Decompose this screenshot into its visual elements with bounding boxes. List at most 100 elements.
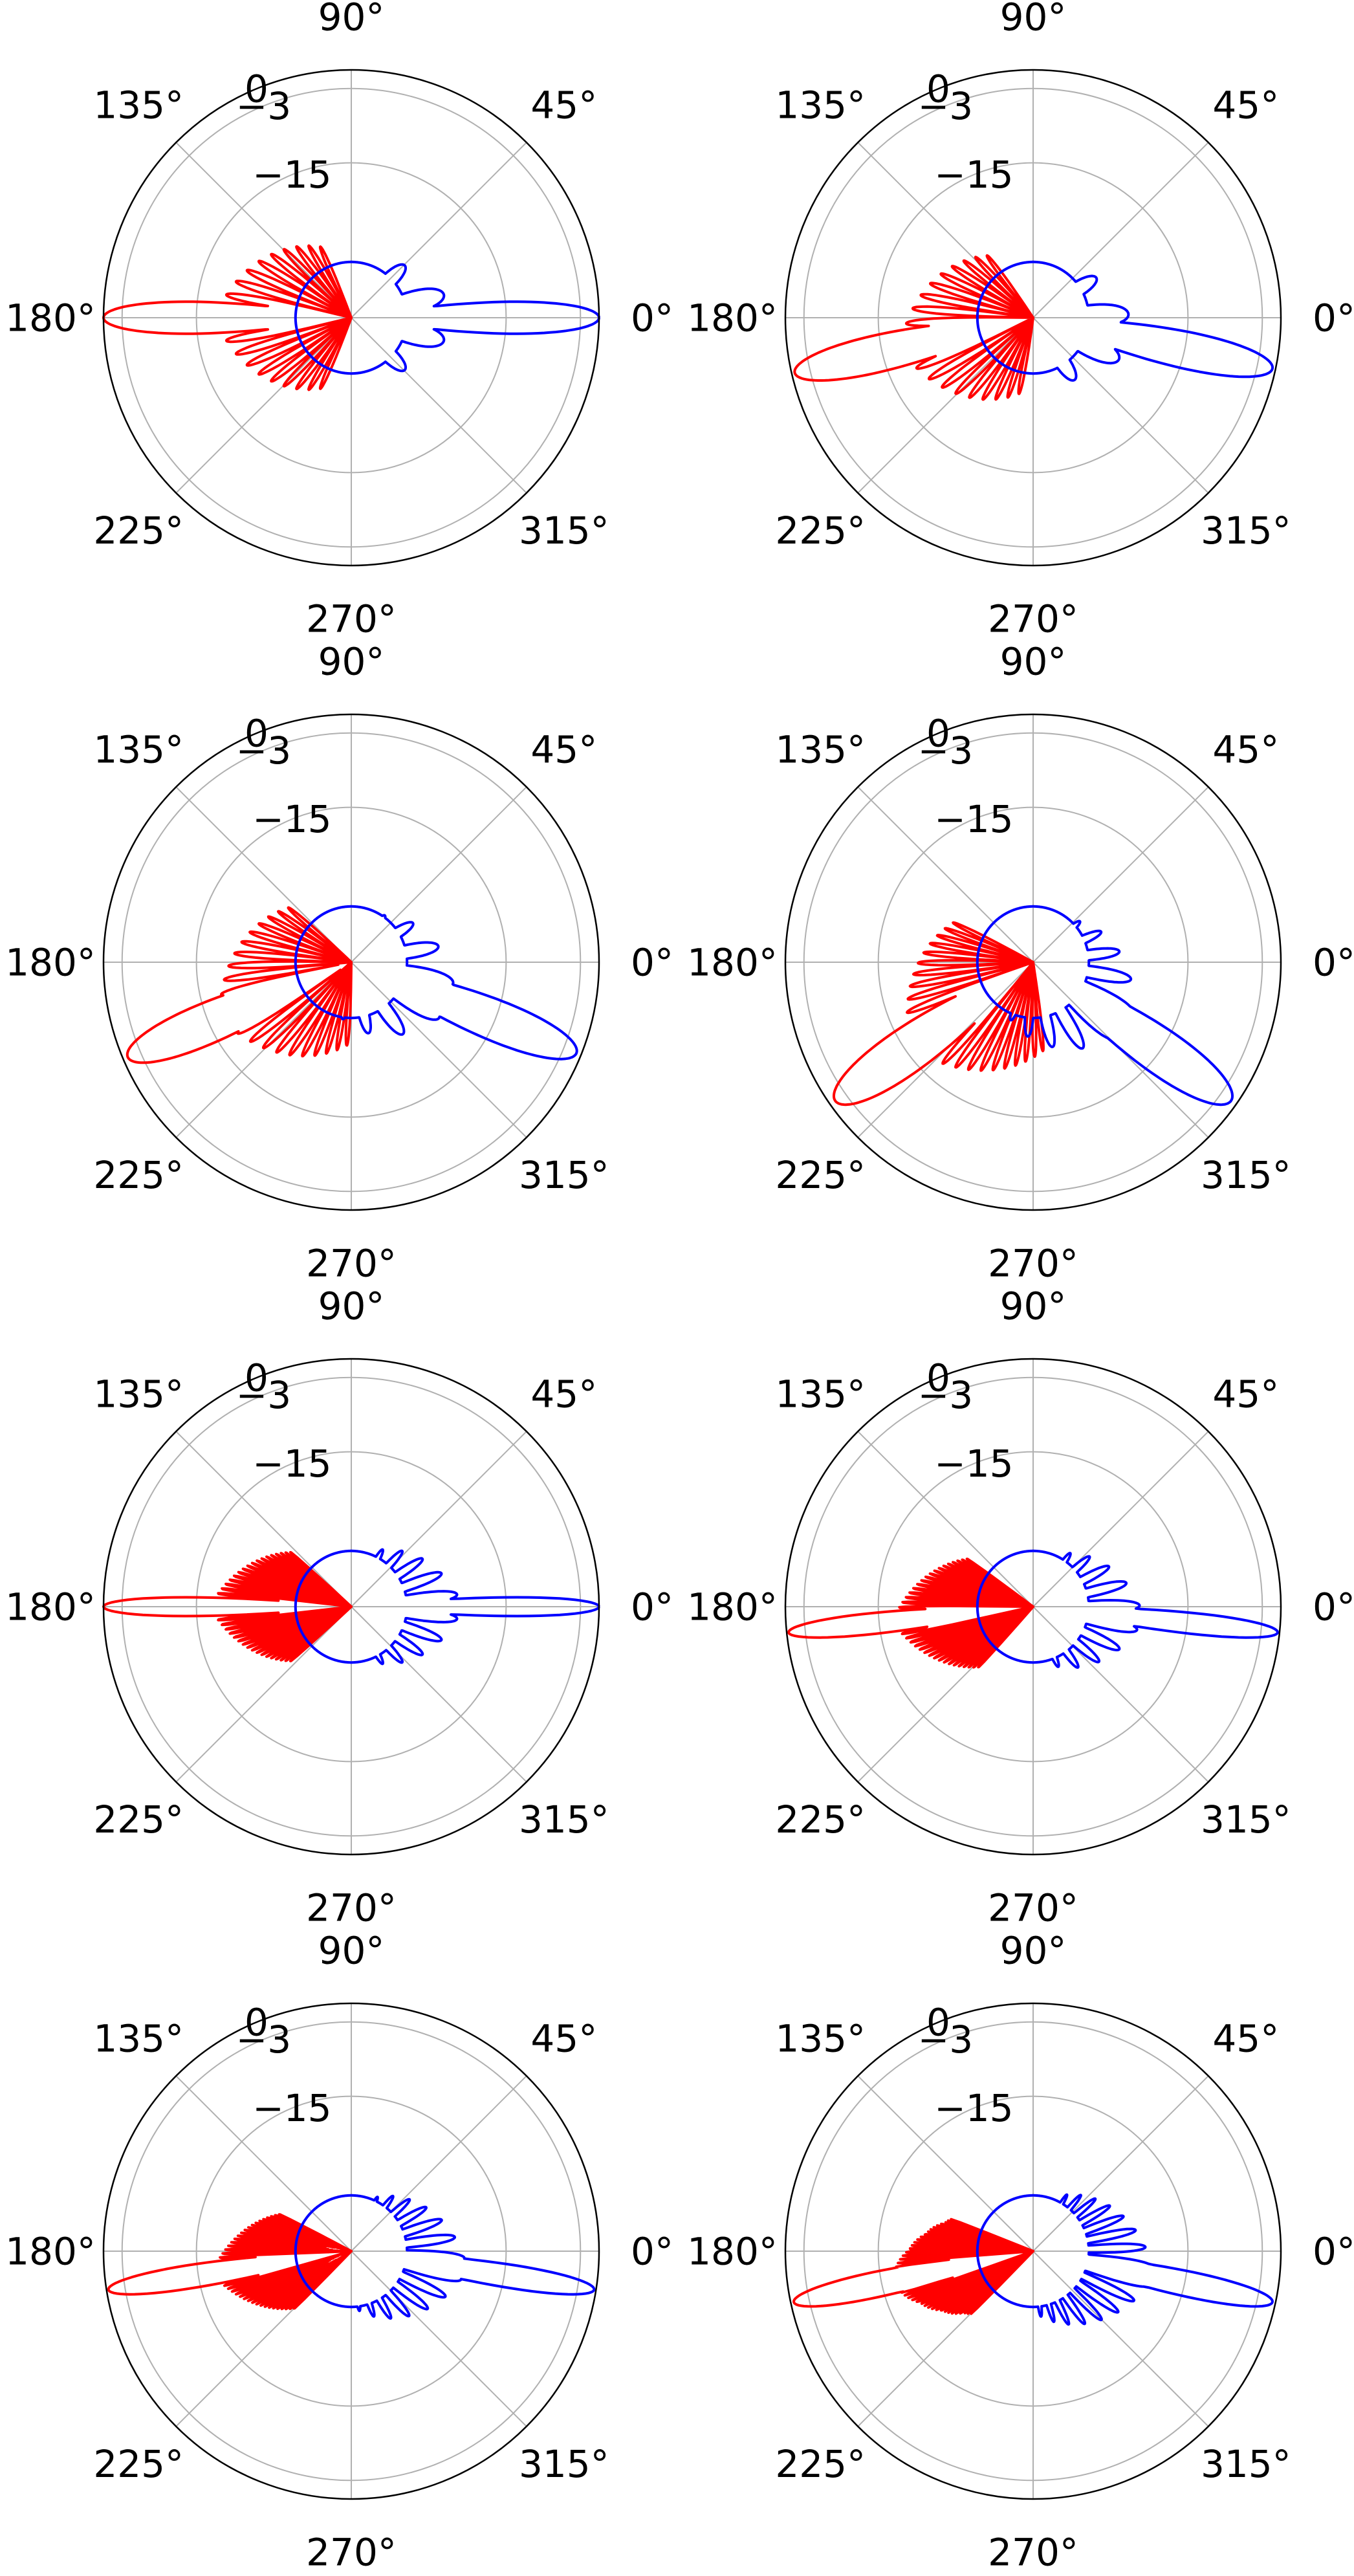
angular-tick-label: 45°: [1212, 727, 1279, 771]
pattern-series-1: [126, 906, 353, 1064]
radial-tick-label: −15: [252, 1442, 331, 1486]
angular-tick-label: 225°: [775, 2442, 866, 2486]
radial-tick-label: −15: [252, 2086, 331, 2130]
angular-tick-label: 270°: [988, 1241, 1078, 1285]
angular-tick-label: 270°: [988, 1886, 1078, 1930]
angular-tick-label: 225°: [775, 509, 866, 553]
angular-tick-label: 0°: [631, 296, 673, 340]
polar-panel-5: 0° 45° 90° 135° 180° 225° 270° 315° 0−3 −15: [5, 1284, 673, 1930]
pattern-series-2: [976, 2193, 1274, 2326]
angular-tick-label: 0°: [631, 2229, 673, 2273]
angular-tick-label: 315°: [1201, 2442, 1291, 2486]
radial-gridline: [121, 2021, 582, 2482]
polar-panel-3: 0° 45° 90° 135° 180° 225° 270° 315° 0−3 −15: [5, 639, 673, 1285]
angular-tick-label: 225°: [93, 1153, 184, 1197]
radial-gridline: [195, 2095, 507, 2407]
angular-tick-label: 45°: [530, 727, 597, 771]
radial-tick-label: −15: [934, 2086, 1013, 2130]
radial-gridline: [195, 806, 507, 1118]
radial-gridline: [877, 1451, 1189, 1763]
angular-tick-label: 270°: [306, 2530, 397, 2574]
angular-gridline: [351, 317, 527, 494]
angular-gridline: [175, 2075, 352, 2252]
radial-tick-label: −3: [236, 1373, 292, 1417]
polar-panel-8: 0° 45° 90° 135° 180° 225° 270° 315° 0−3 −15: [687, 1928, 1354, 2574]
polar-frame: [102, 69, 600, 567]
radial-gridline: [877, 2095, 1189, 2407]
angular-tick-label: 45°: [530, 1372, 597, 1416]
pattern-series-1: [787, 1558, 1034, 1669]
angular-gridline: [351, 1606, 527, 1783]
angular-gridline: [1032, 2075, 1209, 2252]
angular-gridline: [175, 1431, 352, 1607]
radial-tick-label: 0: [926, 2000, 950, 2044]
angular-tick-label: 90°: [1000, 1284, 1067, 1328]
angular-tick-label: 225°: [93, 1798, 184, 1842]
angular-tick-label: 135°: [775, 83, 866, 127]
radial-tick-label: −15: [252, 797, 331, 841]
angular-tick-label: 225°: [775, 1798, 866, 1842]
angular-tick-label: 135°: [93, 1372, 184, 1416]
radial-tick-label: −15: [934, 153, 1013, 197]
radial-gridline: [803, 1376, 1263, 1837]
pattern-series-1: [833, 921, 1045, 1106]
radial-gridline: [803, 732, 1263, 1193]
pattern-series-2: [294, 2194, 596, 2320]
angular-tick-label: 0°: [631, 1585, 673, 1629]
radial-tick-label: −15: [934, 1442, 1013, 1486]
radial-tick-label: 0: [926, 67, 950, 111]
polar-frame: [102, 713, 600, 1211]
radial-tick-label: −15: [252, 153, 331, 197]
radial-gridline: [121, 1376, 582, 1837]
angular-gridline: [175, 317, 352, 494]
angular-tick-label: 270°: [988, 2530, 1078, 2574]
angular-gridline: [351, 2075, 527, 2252]
pattern-series-2: [976, 1549, 1279, 1669]
angular-tick-label: 180°: [687, 940, 778, 984]
pattern-series-2: [294, 1548, 600, 1666]
pattern-series-1: [107, 2213, 353, 2311]
angular-gridline: [175, 142, 352, 318]
angular-tick-label: 0°: [1313, 296, 1354, 340]
angular-tick-label: 90°: [318, 1928, 385, 1972]
polar-frame: [102, 2002, 600, 2500]
radial-gridline: [121, 732, 582, 1193]
radial-gridline: [803, 87, 1263, 548]
polar-panel-6: 0° 45° 90° 135° 180° 225° 270° 315° 0−3 −15: [687, 1284, 1354, 1930]
angular-tick-label: 315°: [1201, 1798, 1291, 1842]
angular-gridline: [351, 2251, 527, 2427]
angular-tick-label: 0°: [1313, 940, 1354, 984]
radial-gridline: [803, 2021, 1263, 2482]
angular-gridline: [351, 786, 527, 963]
radial-tick-label: 0: [245, 2000, 268, 2044]
angular-gridline: [857, 317, 1034, 494]
radial-tick-label: −3: [918, 84, 974, 128]
radial-tick-label: −15: [934, 797, 1013, 841]
angular-tick-label: 45°: [1212, 2016, 1279, 2060]
angular-tick-label: 90°: [318, 1284, 385, 1328]
radial-tick-label: −3: [918, 2018, 974, 2062]
angular-tick-label: 270°: [988, 597, 1078, 641]
angular-tick-label: 180°: [5, 940, 96, 984]
angular-gridline: [1032, 1606, 1209, 1783]
angular-tick-label: 135°: [93, 2016, 184, 2060]
radial-tick-label: 0: [926, 1356, 950, 1400]
angular-tick-label: 315°: [519, 1798, 609, 1842]
angular-tick-label: 270°: [306, 597, 397, 641]
angular-tick-label: 135°: [775, 2016, 866, 2060]
angular-tick-label: 45°: [530, 83, 597, 127]
radial-tick-label: −3: [236, 84, 292, 128]
angular-tick-label: 270°: [306, 1241, 397, 1285]
pattern-series-2: [294, 905, 578, 1061]
angular-gridline: [1032, 142, 1209, 318]
radial-tick-label: −3: [236, 2018, 292, 2062]
angular-tick-label: 0°: [631, 940, 673, 984]
polar-frame: [784, 69, 1282, 567]
radial-tick-label: −3: [236, 729, 292, 773]
angular-tick-label: 180°: [5, 1585, 96, 1629]
radial-tick-label: 0: [245, 1356, 268, 1400]
angular-tick-label: 180°: [687, 296, 778, 340]
pattern-series-2: [976, 260, 1274, 382]
angular-tick-label: 180°: [5, 296, 96, 340]
